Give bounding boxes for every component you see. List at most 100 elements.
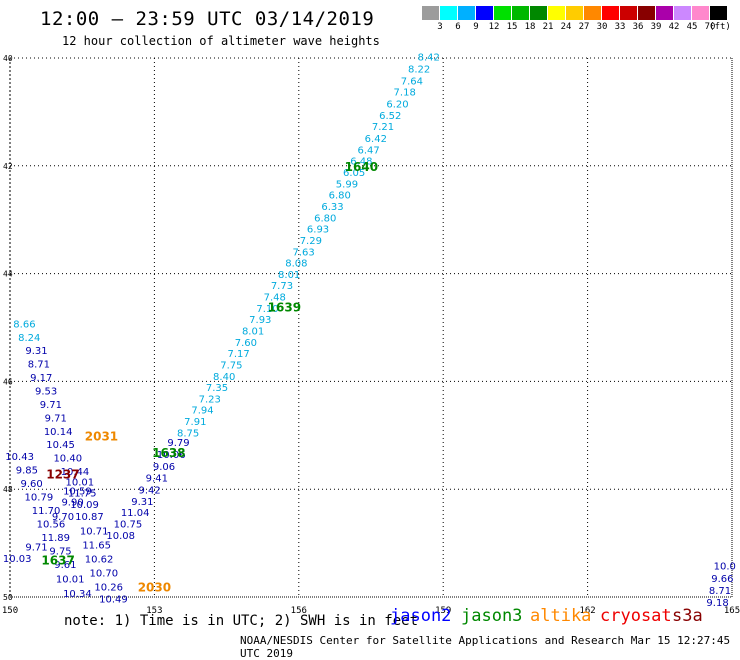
wave-height-value: 6.47 <box>357 145 379 156</box>
wave-height-value: 7.10 <box>256 304 278 315</box>
wave-height-value: 8.71 <box>709 586 731 597</box>
wave-height-value: 7.93 <box>249 315 271 326</box>
legend-label: 6 <box>455 22 461 32</box>
wave-height-value: 10.59 <box>63 487 92 498</box>
wave-height-value: 10.08 <box>106 531 135 542</box>
wave-height-value: 10.14 <box>44 427 73 438</box>
wave-height-value: 7.60 <box>235 338 257 349</box>
legend-swatch <box>476 6 494 20</box>
wave-height-value: 7.94 <box>191 406 213 417</box>
wave-height-value: 10.01 <box>56 574 85 585</box>
wave-height-value: 9.42 <box>138 486 160 497</box>
legend-swatch <box>692 6 710 20</box>
legend-swatch <box>458 6 476 20</box>
legend-label: 12 <box>488 22 500 32</box>
y-tick-label: 42 <box>3 162 13 171</box>
legend-swatch <box>638 6 656 20</box>
legend-swatch <box>530 6 548 20</box>
wave-height-value: 11.89 <box>41 533 70 544</box>
wave-height-value: 9.66 <box>711 574 733 585</box>
legend-label: 42 <box>668 22 680 32</box>
y-tick-label: 46 <box>3 377 13 386</box>
wave-height-value: 7.18 <box>394 88 416 99</box>
wave-height-value: 7.29 <box>300 236 322 247</box>
y-tick-label: 44 <box>3 270 13 279</box>
legend-label: 9 <box>473 22 479 32</box>
legend-label: 18 <box>524 22 536 32</box>
legend-label: 36 <box>632 22 644 32</box>
wave-height-value: 9.60 <box>21 479 43 490</box>
wave-height-value: 8.24 <box>18 333 40 344</box>
wave-height-value: 10.49 <box>99 594 128 605</box>
wave-height-value: 8.22 <box>408 65 430 76</box>
wave-height-value: 10.45 <box>46 440 75 451</box>
legend-label: 24 <box>560 22 572 32</box>
map-frame <box>9 57 733 598</box>
wave-height-value: 9.70 <box>52 512 74 523</box>
wave-height-value: 8.08 <box>285 259 307 270</box>
pass-id-label: 1639 <box>268 300 301 314</box>
wave-height-value: 7.75 <box>220 360 242 371</box>
wave-height-value: 7.21 <box>372 122 394 133</box>
wave-height-value: 7.91 <box>184 417 206 428</box>
y-tick-label: 48 <box>3 485 13 494</box>
satellite-legend-item: jason3 <box>461 606 523 626</box>
wave-height-value: 10.0 <box>714 562 736 573</box>
wave-height-value: 8.40 <box>213 372 235 383</box>
wave-height-value: 6.05 <box>343 168 365 179</box>
legend-label: 21 <box>542 22 554 32</box>
x-tick-label: 165 <box>724 606 740 616</box>
x-tick-label: 153 <box>146 606 162 616</box>
wave-height-value: 7.64 <box>401 76 423 87</box>
legend-label: 3 <box>437 22 443 32</box>
wave-height-value: 10.34 <box>63 589 92 600</box>
wave-height-value: 9.31 <box>131 497 153 508</box>
legend-swatch <box>674 6 692 20</box>
wave-height-value: 10.70 <box>90 569 119 580</box>
wave-height-value: 9.53 <box>35 386 57 397</box>
legend-swatch <box>656 6 674 20</box>
wave-height-value: 9.71 <box>40 400 62 411</box>
wave-height-value: 8.66 <box>13 320 35 331</box>
pass-id-label: 1640 <box>345 160 378 174</box>
legend-swatch <box>602 6 620 20</box>
credit-line: NOAA/NESDIS Center for Satellite Applica… <box>240 634 731 660</box>
wave-height-value: 10.79 <box>25 493 54 504</box>
wave-height-value: 10.01 <box>65 477 94 488</box>
legend-swatch <box>422 6 440 20</box>
wave-height-value: 10.43 <box>5 452 34 463</box>
map-title: 12:00 – 23:59 UTC 03/14/2019 <box>40 8 375 30</box>
wave-height-value: 7.35 <box>206 383 228 394</box>
wave-height-value: 10.62 <box>85 555 114 566</box>
legend-swatch <box>620 6 638 20</box>
wave-height-value: 6.20 <box>386 100 408 111</box>
pass-id-label: 2030 <box>138 581 171 595</box>
wave-height-value: 10.87 <box>75 512 104 523</box>
wave-height-value: 6.33 <box>321 202 343 213</box>
wave-height-value: 10.26 <box>94 583 123 594</box>
wave-height-value: 9.75 <box>49 546 71 557</box>
wave-height-value: 6.48 <box>350 157 372 168</box>
pass-id-label: 1237 <box>46 467 79 481</box>
legend-swatch <box>584 6 602 20</box>
legend-label: 45 <box>686 22 698 32</box>
map-subtitle: 12 hour collection of altimeter wave hei… <box>62 34 380 48</box>
wave-height-value: 10.09 <box>70 500 99 511</box>
legend-swatch <box>566 6 584 20</box>
wave-height-value: 9.17 <box>30 373 52 384</box>
wave-height-value: 8.42 <box>418 53 440 64</box>
wave-height-value: 8.01 <box>242 327 264 338</box>
wave-height-value: 9.71 <box>45 413 67 424</box>
wave-height-value: 9.61 <box>54 560 76 571</box>
legend-label: 15 <box>506 22 518 32</box>
y-tick-label: 40 <box>3 54 13 63</box>
wave-height-value: 6.42 <box>365 134 387 145</box>
wave-height-value: 7.73 <box>271 281 293 292</box>
wave-height-value: 10.44 <box>61 467 90 478</box>
wave-height-value: 9.90 <box>61 497 83 508</box>
footer-note: note: 1) Time is in UTC; 2) SWH is in fe… <box>64 613 419 629</box>
legend-label: 39 <box>650 22 662 32</box>
x-tick-label: 150 <box>2 606 18 616</box>
color-scale-legend <box>422 6 728 20</box>
legend-label: 27 <box>578 22 590 32</box>
